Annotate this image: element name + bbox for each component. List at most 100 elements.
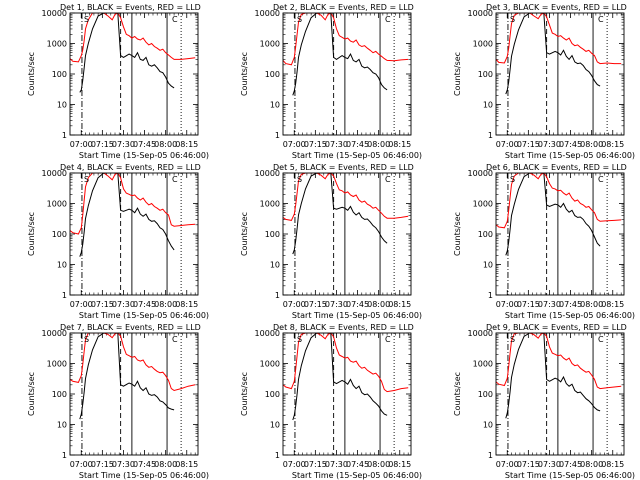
x-tick-label: 07:30 bbox=[538, 140, 561, 149]
event-marker-label: C bbox=[598, 15, 604, 24]
chart-svg: Det 7, BLACK = Events, RED = LLD Counts/s… bbox=[27, 323, 209, 480]
x-tick-label: 08:15 bbox=[175, 140, 198, 149]
x-tick-label: 08:15 bbox=[601, 460, 624, 469]
y-tick-label: 100 bbox=[265, 230, 280, 239]
y-axis-label: Counts/sec bbox=[453, 212, 462, 256]
lld-series-line bbox=[70, 173, 196, 235]
y-tick-label: 10 bbox=[483, 101, 493, 110]
event-marker-label: C bbox=[598, 335, 604, 344]
x-tick-label: 07:00 bbox=[283, 300, 306, 309]
event-marker-label: S bbox=[297, 335, 302, 344]
detector-panel: Det 7, BLACK = Events, RED = LLD Counts/s… bbox=[0, 320, 213, 480]
x-tick-label: 07:15 bbox=[304, 460, 327, 469]
y-tick-label: 10000 bbox=[468, 329, 493, 338]
x-axis-label: Start Time (15-Sep-05 06:46:00) bbox=[79, 471, 209, 480]
detector-panel: Det 6, BLACK = Events, RED = LLD Counts/s… bbox=[426, 160, 639, 320]
event-marker-label: S bbox=[297, 15, 302, 24]
x-tick-label: 08:00 bbox=[154, 140, 177, 149]
plot-frame bbox=[282, 12, 412, 136]
y-tick-label: 1 bbox=[488, 131, 493, 140]
chart-svg: Det 8, BLACK = Events, RED = LLD Counts/s… bbox=[240, 323, 422, 480]
x-tick-label: 08:15 bbox=[175, 460, 198, 469]
y-tick-label: 1000 bbox=[473, 200, 493, 209]
detector-panel: Det 3, BLACK = Events, RED = LLD Counts/s… bbox=[426, 0, 639, 160]
chart-svg: Det 5, BLACK = Events, RED = LLD Counts/s… bbox=[240, 163, 422, 320]
events-series-line bbox=[292, 173, 388, 255]
y-tick-label: 1000 bbox=[473, 40, 493, 49]
x-tick-label: 08:15 bbox=[601, 300, 624, 309]
y-tick-label: 10000 bbox=[468, 9, 493, 18]
detector-panel: Det 4, BLACK = Events, RED = LLD Counts/s… bbox=[0, 160, 213, 320]
event-marker-label: S bbox=[84, 175, 89, 184]
chart-svg: Det 9, BLACK = Events, RED = LLD Counts/s… bbox=[453, 323, 635, 480]
event-marker-label: S bbox=[510, 15, 515, 24]
y-tick-label: 1 bbox=[62, 291, 67, 300]
x-tick-label: 07:15 bbox=[304, 300, 327, 309]
lld-series-line bbox=[496, 173, 622, 229]
panel-title: Det 3, BLACK = Events, RED = LLD bbox=[486, 3, 627, 12]
x-tick-label: 07:30 bbox=[538, 300, 561, 309]
y-tick-label: 10000 bbox=[255, 169, 280, 178]
events-series-line bbox=[79, 333, 175, 420]
plot-frame bbox=[69, 332, 199, 456]
x-tick-label: 08:00 bbox=[580, 140, 603, 149]
lld-series-line bbox=[283, 13, 409, 66]
y-tick-label: 10000 bbox=[42, 169, 67, 178]
event-marker-label: S bbox=[84, 15, 89, 24]
x-tick-label: 07:45 bbox=[346, 140, 369, 149]
y-tick-label: 10000 bbox=[255, 9, 280, 18]
plot-frame bbox=[495, 172, 625, 296]
x-axis-label: Start Time (15-Sep-05 06:46:00) bbox=[505, 311, 635, 320]
x-tick-label: 07:45 bbox=[133, 300, 156, 309]
event-marker-label: C bbox=[385, 15, 391, 24]
x-axis-label: Start Time (15-Sep-05 06:46:00) bbox=[292, 311, 422, 320]
y-tick-label: 10 bbox=[270, 101, 280, 110]
event-marker-label: C bbox=[385, 335, 391, 344]
detector-panel: Det 5, BLACK = Events, RED = LLD Counts/s… bbox=[213, 160, 426, 320]
y-axis-label: Counts/sec bbox=[240, 52, 249, 96]
y-tick-label: 1000 bbox=[47, 40, 67, 49]
plot-frame bbox=[69, 12, 199, 136]
y-tick-label: 100 bbox=[52, 70, 67, 79]
y-tick-label: 1000 bbox=[260, 360, 280, 369]
y-tick-label: 10 bbox=[57, 261, 67, 270]
y-axis-label: Counts/sec bbox=[453, 52, 462, 96]
y-tick-label: 1000 bbox=[260, 40, 280, 49]
y-tick-label: 10000 bbox=[255, 329, 280, 338]
x-tick-label: 07:30 bbox=[112, 300, 135, 309]
plot-frame bbox=[282, 332, 412, 456]
y-tick-label: 100 bbox=[478, 390, 493, 399]
detector-panel: Det 1, BLACK = Events, RED = LLD Counts/s… bbox=[0, 0, 213, 160]
y-tick-label: 1000 bbox=[260, 200, 280, 209]
x-tick-label: 07:30 bbox=[325, 140, 348, 149]
x-tick-label: 08:15 bbox=[388, 300, 411, 309]
lld-series-line bbox=[496, 13, 622, 65]
y-axis-label: Counts/sec bbox=[27, 372, 36, 416]
events-series-line bbox=[505, 333, 601, 419]
events-series-line bbox=[292, 13, 388, 96]
events-series-line bbox=[292, 333, 388, 421]
x-tick-label: 07:00 bbox=[70, 140, 93, 149]
y-tick-label: 100 bbox=[265, 390, 280, 399]
x-tick-label: 07:00 bbox=[70, 460, 93, 469]
x-tick-label: 07:30 bbox=[325, 460, 348, 469]
y-axis-label: Counts/sec bbox=[453, 372, 462, 416]
x-tick-label: 07:45 bbox=[559, 140, 582, 149]
detector-panel: Det 8, BLACK = Events, RED = LLD Counts/s… bbox=[213, 320, 426, 480]
x-tick-label: 08:15 bbox=[388, 140, 411, 149]
y-tick-label: 10 bbox=[270, 261, 280, 270]
chart-svg: Det 4, BLACK = Events, RED = LLD Counts/s… bbox=[27, 163, 209, 320]
x-tick-label: 07:00 bbox=[70, 300, 93, 309]
plot-frame bbox=[282, 172, 412, 296]
event-marker-label: C bbox=[385, 175, 391, 184]
plot-frame bbox=[69, 172, 199, 296]
x-tick-label: 07:30 bbox=[112, 140, 135, 149]
x-axis-label: Start Time (15-Sep-05 06:46:00) bbox=[505, 471, 635, 480]
x-tick-label: 08:00 bbox=[367, 140, 390, 149]
chart-svg: Det 1, BLACK = Events, RED = LLD Counts/s… bbox=[27, 3, 209, 160]
panel-title: Det 9, BLACK = Events, RED = LLD bbox=[486, 323, 627, 332]
y-tick-label: 100 bbox=[52, 390, 67, 399]
panel-title: Det 5, BLACK = Events, RED = LLD bbox=[273, 163, 414, 172]
x-tick-label: 07:45 bbox=[559, 460, 582, 469]
event-marker-label: C bbox=[172, 335, 178, 344]
